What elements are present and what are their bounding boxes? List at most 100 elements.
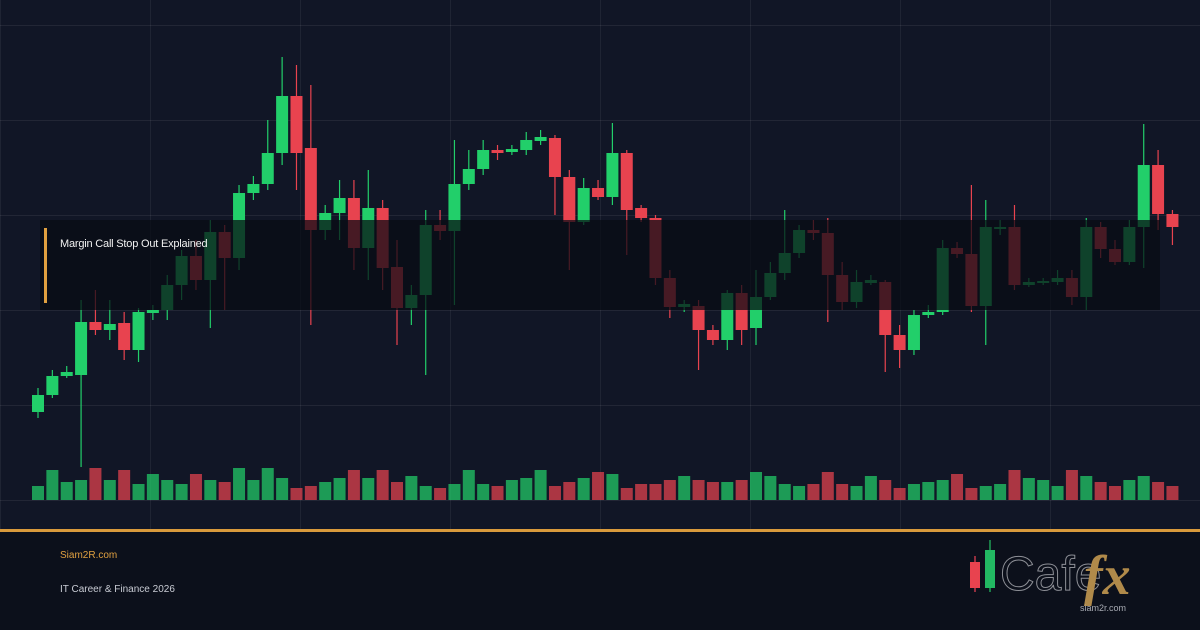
volume-bar <box>146 474 159 500</box>
volume-bar <box>333 478 346 500</box>
volume-bar <box>247 480 260 500</box>
volume-bar <box>649 484 662 500</box>
volume-bar <box>836 484 849 500</box>
candle-body <box>32 395 44 412</box>
candle-body <box>276 96 289 153</box>
candle-body <box>89 322 102 330</box>
candle-body <box>448 184 461 231</box>
volume-bar <box>750 472 762 500</box>
volume-bar <box>965 488 978 500</box>
volume-bar <box>1137 476 1150 500</box>
title-band: Margin Call Stop Out Explained <box>40 220 1160 310</box>
volume-bar <box>505 480 518 500</box>
volume-bar <box>994 484 1007 500</box>
volume-bar <box>161 480 174 500</box>
volume-bar <box>32 486 44 500</box>
volume-bar <box>175 484 188 500</box>
volume-bar <box>347 470 360 500</box>
volume-bar <box>89 468 102 500</box>
volume-bar <box>1037 480 1050 500</box>
volume-bar <box>807 484 820 500</box>
volume-bar <box>1008 470 1021 500</box>
volume-bar <box>907 484 920 500</box>
logo-url: siam2r.com <box>1080 603 1126 613</box>
candle-body <box>635 208 648 218</box>
volume-bar <box>735 480 748 500</box>
accent-bar <box>44 228 47 303</box>
title: Margin Call Stop Out Explained <box>60 238 208 250</box>
tagline: IT Career & Finance 2026 <box>60 584 175 595</box>
volume-bar <box>1109 486 1121 500</box>
volume-bar <box>893 488 906 500</box>
candle-body <box>290 96 303 153</box>
candle-body <box>75 322 88 375</box>
candle-body <box>60 372 73 376</box>
candle-body <box>46 376 59 395</box>
volume-bar <box>606 474 619 500</box>
candle-body <box>1166 214 1179 227</box>
volume-bar <box>204 480 217 500</box>
volume-bar <box>1022 478 1035 500</box>
volume-bar <box>477 484 490 500</box>
volume-bar <box>448 484 461 500</box>
candle-body <box>247 184 260 193</box>
volume-bar <box>1065 470 1078 500</box>
volume-bar <box>189 474 202 500</box>
volume-bar <box>663 480 676 500</box>
candle-body <box>1152 165 1165 214</box>
volume-bar <box>520 478 533 500</box>
candle-body <box>132 312 145 350</box>
candle-body <box>1137 165 1150 227</box>
volume-bar <box>534 470 547 500</box>
volume-bar <box>778 484 791 500</box>
volume-bar <box>979 486 992 500</box>
logo-accent: fx <box>1084 545 1131 607</box>
volume-bar <box>635 484 648 500</box>
volume-bar <box>362 478 375 500</box>
volume-bar <box>721 482 734 500</box>
candle-body <box>462 169 475 184</box>
candle-body <box>103 324 116 330</box>
volume-bar <box>405 476 418 500</box>
candle-body <box>692 306 705 330</box>
volume-bar <box>821 472 834 500</box>
candle-body <box>118 323 131 350</box>
volume-bar <box>936 480 949 500</box>
candle-body <box>146 310 159 313</box>
site: Siam2R.com <box>60 550 118 561</box>
logo-text: Cafe <box>1000 548 1101 601</box>
candle-body <box>706 330 719 340</box>
volume-bar <box>462 470 475 500</box>
volume-bar <box>118 470 131 500</box>
volume-bar <box>850 486 863 500</box>
candle-body <box>606 153 619 197</box>
volume-bar <box>951 474 964 500</box>
volume-bar <box>46 470 59 500</box>
candle-body <box>922 312 935 315</box>
candle-body <box>563 177 576 222</box>
candle-body <box>548 138 561 177</box>
candle-body <box>477 150 490 169</box>
volume-bar <box>434 488 447 500</box>
candle-body <box>333 198 346 213</box>
volume-bar <box>692 480 705 500</box>
volume-bar <box>391 482 403 500</box>
volume-bar <box>879 480 892 500</box>
candle-body <box>491 150 504 153</box>
volume-bar <box>233 468 246 500</box>
volume-bar <box>563 482 576 500</box>
volume-bar <box>132 484 145 500</box>
candle-body <box>520 140 533 150</box>
volume-bar <box>491 486 504 500</box>
volume-bar <box>290 488 303 500</box>
volume-bar <box>60 482 73 500</box>
volume-bar <box>103 480 116 500</box>
volume-bar <box>577 478 590 500</box>
volume-bar <box>75 480 88 500</box>
volume-bar <box>592 472 605 500</box>
candle-body <box>592 188 605 197</box>
volume-bar <box>764 476 777 500</box>
candle-body <box>620 153 633 210</box>
